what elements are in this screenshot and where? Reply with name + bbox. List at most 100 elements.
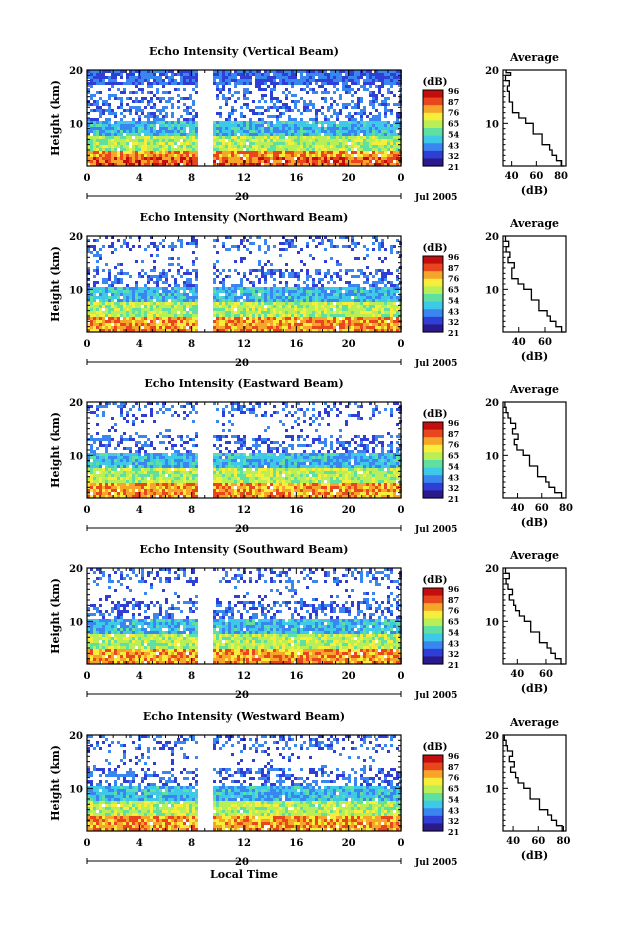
date-month-label: Jul 2005 <box>414 359 457 369</box>
colorbar-tick-label: 76 <box>448 108 460 118</box>
panel-1: Echo Intensity (Vertical Beam) 10 20 Height… <box>49 45 568 203</box>
profile-x-tick-label: 60 <box>539 669 553 680</box>
panel-title: Echo Intensity (Eastward Beam) <box>144 377 343 390</box>
profile-title: Average <box>509 383 559 396</box>
profile-y-tick-label: 10 <box>485 451 499 462</box>
x-tick-label: 0 <box>398 339 405 350</box>
colorbar <box>422 255 444 333</box>
colorbar-tick-label: 43 <box>448 805 460 815</box>
colorbar <box>422 421 444 499</box>
x-tick-label: 0 <box>84 671 91 682</box>
heatmap-cells <box>87 70 402 166</box>
colorbar-tick-label: 21 <box>448 827 459 837</box>
figure-x-label: Local Time <box>210 868 278 881</box>
average-profile: Average 10 20 40 60 (dB) <box>485 549 567 695</box>
colorbar-frame <box>422 754 444 832</box>
average-profile: Average 10 20 40 60 80 (dB) <box>485 716 570 862</box>
x-tick-label: 4 <box>136 173 143 184</box>
x-tick-label: 8 <box>188 339 195 350</box>
colorbar-tick-label: 43 <box>448 472 460 482</box>
y-axis-label: Height (km) <box>49 745 62 821</box>
profile-x-label: (dB) <box>521 516 548 529</box>
x-tick-label: 12 <box>237 505 251 516</box>
y-tick-label: 10 <box>69 451 83 462</box>
x-tick-label: 8 <box>188 173 195 184</box>
colorbar-tick-label: 32 <box>448 151 459 161</box>
colorbar-tick-label: 65 <box>448 617 459 627</box>
date-day-label: 20 <box>235 857 249 868</box>
profile-frame <box>502 734 567 832</box>
profile-y-tick-label: 20 <box>485 66 499 77</box>
profile-y-tick-label: 10 <box>485 617 499 628</box>
colorbar-tick-label: 87 <box>448 595 459 605</box>
colorbar-label: (dB) <box>423 575 448 586</box>
date-day-label: 20 <box>235 524 249 535</box>
x-tick-label: 0 <box>398 505 405 516</box>
profile-x-tick-label: 40 <box>505 171 519 182</box>
colorbar-tick-label: 76 <box>448 440 460 450</box>
x-tick-label: 12 <box>237 173 251 184</box>
profile-x-tick-label: 60 <box>535 503 549 514</box>
colorbar-tick-label: 87 <box>448 429 459 439</box>
x-tick-label: 16 <box>289 505 303 516</box>
profile-y-tick-label: 20 <box>485 232 499 243</box>
colorbar-frame <box>422 421 444 499</box>
colorbar-tick-label: 76 <box>448 274 460 284</box>
colorbar-tick-label: 32 <box>448 649 459 659</box>
profile-title: Average <box>509 549 559 562</box>
colorbar-tick-label: 54 <box>448 627 460 637</box>
x-tick-label: 0 <box>84 838 91 849</box>
profile-x-label: (dB) <box>521 682 548 695</box>
y-tick-label: 20 <box>69 66 83 77</box>
average-profile: Average 10 20 40 60 80 (dB) <box>485 51 568 197</box>
colorbar-tick-label: 21 <box>448 660 459 670</box>
x-tick-label: 16 <box>289 671 303 682</box>
colorbar-frame <box>422 255 444 333</box>
x-tick-label: 4 <box>136 838 143 849</box>
profile-line <box>504 70 565 167</box>
x-tick-label: 20 <box>342 505 356 516</box>
colorbar-tick-label: 65 <box>448 784 459 794</box>
y-axis-label: Height (km) <box>49 578 62 654</box>
heatmap-cells <box>87 735 402 831</box>
profile-y-tick-label: 10 <box>485 285 499 296</box>
colorbar-tick-label: 54 <box>448 794 460 804</box>
profile-x-label: (dB) <box>521 350 548 363</box>
average-profile: Average 10 20 40 60 (dB) <box>485 217 567 363</box>
profile-x-tick-label: 60 <box>529 171 543 182</box>
date-day-label: 20 <box>235 690 249 701</box>
profile-line <box>503 735 565 832</box>
panel-title: Echo Intensity (Vertical Beam) <box>149 45 339 58</box>
date-month-label: Jul 2005 <box>414 691 457 701</box>
colorbar-tick-label: 21 <box>448 162 459 172</box>
date-day-label: 20 <box>235 192 249 203</box>
colorbar-tick-label: 76 <box>448 606 460 616</box>
x-tick-label: 16 <box>289 339 303 350</box>
y-tick-label: 10 <box>69 119 83 130</box>
profile-x-label: (dB) <box>521 849 548 862</box>
panel-3: Echo Intensity (Eastward Beam) 10 20 Height… <box>49 377 573 535</box>
x-tick-label: 4 <box>136 339 143 350</box>
x-tick-label: 0 <box>398 671 405 682</box>
profile-title: Average <box>509 217 559 230</box>
x-tick-label: 4 <box>136 671 143 682</box>
profile-y-tick-label: 10 <box>485 119 499 130</box>
colorbar-tick-label: 43 <box>448 306 460 316</box>
colorbar-tick-label: 87 <box>448 97 459 107</box>
x-tick-label: 16 <box>289 838 303 849</box>
profile-x-tick-label: 80 <box>557 836 571 847</box>
x-tick-label: 20 <box>342 838 356 849</box>
profile-frame <box>502 567 567 665</box>
date-month-label: Jul 2005 <box>414 193 457 203</box>
profile-y-tick-label: 20 <box>485 398 499 409</box>
y-tick-label: 20 <box>69 564 83 575</box>
heatmap-cells <box>87 402 402 498</box>
x-tick-label: 0 <box>398 838 405 849</box>
heatmap-cells <box>87 236 402 332</box>
y-tick-label: 10 <box>69 784 83 795</box>
x-tick-label: 8 <box>188 505 195 516</box>
colorbar-tick-label: 65 <box>448 285 459 295</box>
profile-x-tick-label: 40 <box>506 836 520 847</box>
profile-line <box>504 402 565 499</box>
colorbar-tick-label: 32 <box>448 317 459 327</box>
